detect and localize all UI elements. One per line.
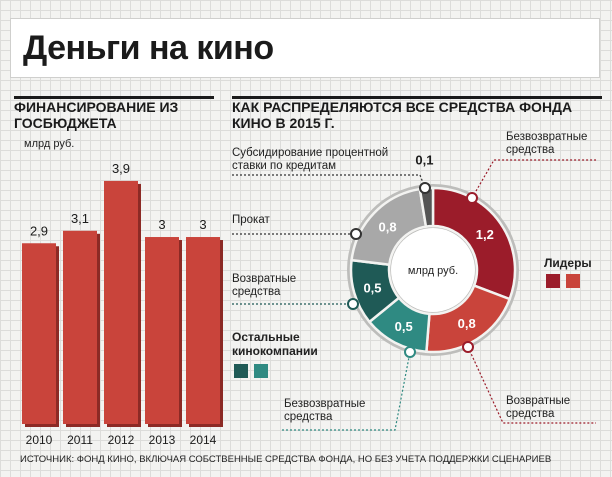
- marker-rental: [350, 228, 362, 240]
- bar-value-label: 3: [158, 217, 165, 232]
- leader-lines: [232, 159, 596, 431]
- legend-others-swatch-light: [254, 364, 268, 378]
- slice-value-label: 0,5: [363, 281, 381, 296]
- label-nonreturnable-others: Безвозвратные средства: [284, 398, 366, 423]
- bar-value-label: 2,9: [30, 223, 48, 238]
- marker-nonreturnable-others: [404, 346, 416, 358]
- label-rental: Прокат: [232, 214, 270, 226]
- slice-value-label: 0,5: [395, 319, 413, 334]
- slice-value-label: 0,8: [379, 219, 397, 234]
- x-tick-label: 2013: [149, 433, 176, 447]
- donut-chart-heading: КАК РАСПРЕДЕЛЯЮТСЯ ВСЕ СРЕДСТВА ФОНДА КИ…: [232, 96, 602, 131]
- slice-value-label: 0,1: [415, 152, 433, 167]
- source-note: ИСТОЧНИК: ФОНД КИНО, ВКЛЮЧАЯ СОБСТВЕННЫЕ…: [20, 454, 552, 465]
- bar-2011: [63, 230, 97, 424]
- leader-subsidy: [232, 174, 426, 189]
- marker-returnable-leaders: [462, 341, 474, 353]
- legend-leaders-swatch-dark: [546, 274, 560, 288]
- x-tick-label: 2010: [26, 433, 53, 447]
- page-title: Деньги на кино: [23, 29, 274, 67]
- slice-value-label: 0,8: [458, 316, 476, 331]
- label-returnable-others: Возвратные средства: [232, 273, 297, 298]
- leader-nonreturnable-others: [282, 351, 411, 431]
- bar-2014: [186, 237, 220, 424]
- leader-nonreturnable-leaders: [471, 159, 596, 199]
- legend-others-label: Остальные кинокомпании: [232, 330, 318, 358]
- bar-2012: [104, 180, 138, 424]
- x-tick-label: 2011: [67, 433, 93, 447]
- bar-value-label: 3,9: [112, 161, 130, 176]
- bar-chart: 2,9 2010 3,1 2011 3,9 2012 3 2013 3 2014: [22, 161, 223, 447]
- slice-value-label: 1,2: [476, 227, 494, 242]
- legend-leaders-swatch-light: [566, 274, 580, 288]
- bar-chart-unit: млрд руб.: [24, 138, 75, 150]
- x-tick-label: 2014: [190, 433, 217, 447]
- bar-value-label: 3: [199, 217, 206, 232]
- marker-nonreturnable-leaders: [466, 192, 478, 204]
- label-nonreturnable-leaders: Безвозвратные средства: [506, 131, 588, 156]
- bar-value-label: 3,1: [71, 211, 89, 226]
- marker-returnable-others: [347, 298, 359, 310]
- bar-chart-heading: ФИНАНСИРОВАНИЕ ИЗ ГОСБЮДЖЕТА: [14, 96, 214, 131]
- legend-leaders-label: Лидеры: [544, 256, 592, 270]
- bar-2013: [145, 237, 179, 424]
- label-subsidy: Субсидирование процентной ставки по кред…: [232, 147, 389, 172]
- bar-2010: [22, 243, 56, 424]
- x-tick-label: 2012: [108, 433, 135, 447]
- title-box: Деньги на кино: [10, 18, 600, 78]
- marker-subsidy: [419, 182, 431, 194]
- donut-chart: 1,2 0,8 0,5 0,5 0,8 0,1: [347, 152, 519, 356]
- label-returnable-leaders: Возвратные средства: [506, 395, 571, 420]
- donut-hole: [391, 228, 475, 312]
- donut-center-unit: млрд руб.: [408, 265, 458, 277]
- leader-returnable-leaders: [467, 346, 596, 424]
- legend-others-swatch-dark: [234, 364, 248, 378]
